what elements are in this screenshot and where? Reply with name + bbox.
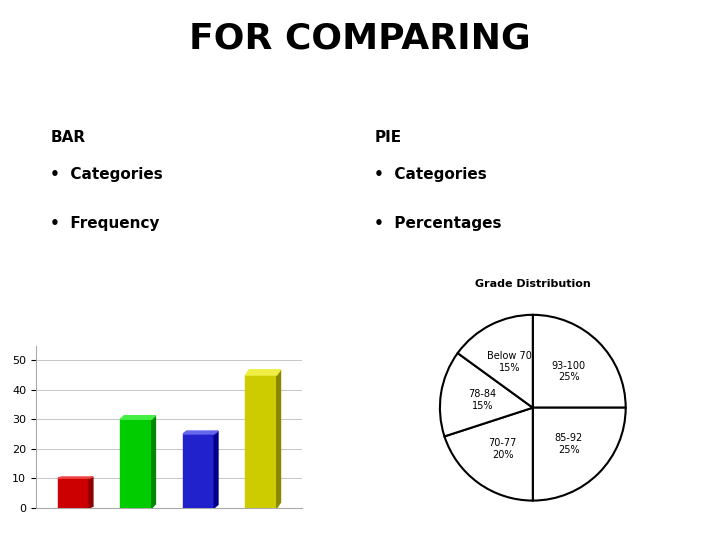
Polygon shape (215, 431, 218, 508)
Bar (58, 478, 89, 508)
Text: Below 70
15%: Below 70 15% (487, 352, 532, 373)
Text: 78-84
15%: 78-84 15% (468, 389, 496, 410)
Text: •  Categories: • Categories (374, 167, 487, 183)
Text: FOR COMPARING: FOR COMPARING (189, 22, 531, 56)
Text: •  Frequency: • Frequency (50, 216, 160, 231)
Polygon shape (89, 477, 93, 508)
Wedge shape (533, 315, 626, 408)
Polygon shape (120, 416, 156, 419)
Text: •  Percentages: • Percentages (374, 216, 502, 231)
Text: BAR: BAR (50, 130, 86, 145)
Wedge shape (458, 315, 533, 408)
Text: 93-100
25%: 93-100 25% (552, 361, 586, 382)
Bar (183, 434, 215, 508)
Text: PIE: PIE (374, 130, 402, 145)
Wedge shape (533, 408, 626, 501)
Text: 70-77
20%: 70-77 20% (489, 438, 517, 460)
Polygon shape (276, 370, 281, 508)
Polygon shape (58, 477, 93, 478)
Text: 85-92
25%: 85-92 25% (555, 433, 583, 455)
Polygon shape (246, 370, 281, 375)
Wedge shape (440, 353, 533, 436)
Polygon shape (152, 416, 156, 508)
Text: •  Categories: • Categories (50, 167, 163, 183)
Bar (246, 375, 276, 508)
Wedge shape (444, 408, 533, 501)
Polygon shape (183, 431, 218, 434)
Bar (120, 419, 152, 508)
Title: Grade Distribution: Grade Distribution (475, 279, 590, 289)
